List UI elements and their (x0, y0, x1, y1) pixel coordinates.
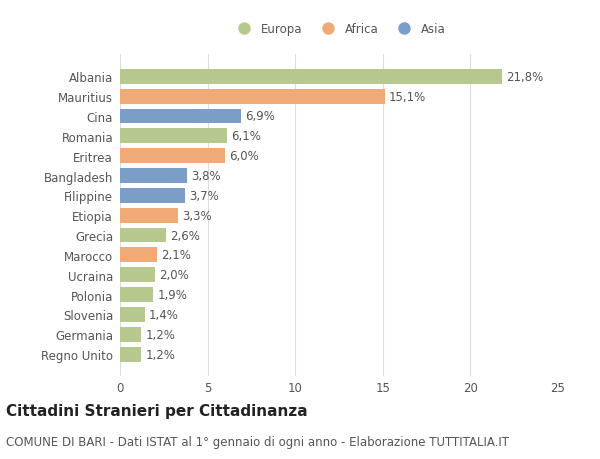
Text: COMUNE DI BARI - Dati ISTAT al 1° gennaio di ogni anno - Elaborazione TUTTITALIA: COMUNE DI BARI - Dati ISTAT al 1° gennai… (6, 435, 509, 448)
Text: 1,2%: 1,2% (145, 348, 175, 361)
Bar (120, 109, 241, 124)
Bar (120, 208, 178, 223)
Text: 6,9%: 6,9% (245, 110, 275, 123)
Text: 1,4%: 1,4% (149, 308, 179, 321)
Legend: Europa, Africa, Asia: Europa, Africa, Asia (229, 19, 449, 39)
Bar (120, 189, 185, 203)
Text: Cittadini Stranieri per Cittadinanza: Cittadini Stranieri per Cittadinanza (6, 403, 308, 419)
Bar (120, 129, 227, 144)
Bar (120, 70, 502, 84)
Bar (120, 327, 141, 342)
Text: 2,0%: 2,0% (160, 269, 189, 282)
Bar (120, 268, 155, 283)
Text: 3,7%: 3,7% (189, 190, 219, 202)
Text: 6,1%: 6,1% (231, 130, 261, 143)
Text: 3,3%: 3,3% (182, 209, 212, 222)
Bar (120, 90, 385, 104)
Bar (120, 248, 157, 263)
Text: 21,8%: 21,8% (506, 71, 544, 84)
Text: 6,0%: 6,0% (229, 150, 259, 163)
Text: 2,6%: 2,6% (170, 229, 200, 242)
Bar (120, 228, 166, 243)
Text: 1,9%: 1,9% (158, 288, 188, 302)
Bar (120, 308, 145, 322)
Text: 3,8%: 3,8% (191, 170, 221, 183)
Bar (120, 169, 187, 184)
Bar (120, 287, 153, 302)
Text: 2,1%: 2,1% (161, 249, 191, 262)
Text: 15,1%: 15,1% (389, 90, 426, 103)
Text: 1,2%: 1,2% (145, 328, 175, 341)
Bar (120, 347, 141, 362)
Bar (120, 149, 225, 164)
